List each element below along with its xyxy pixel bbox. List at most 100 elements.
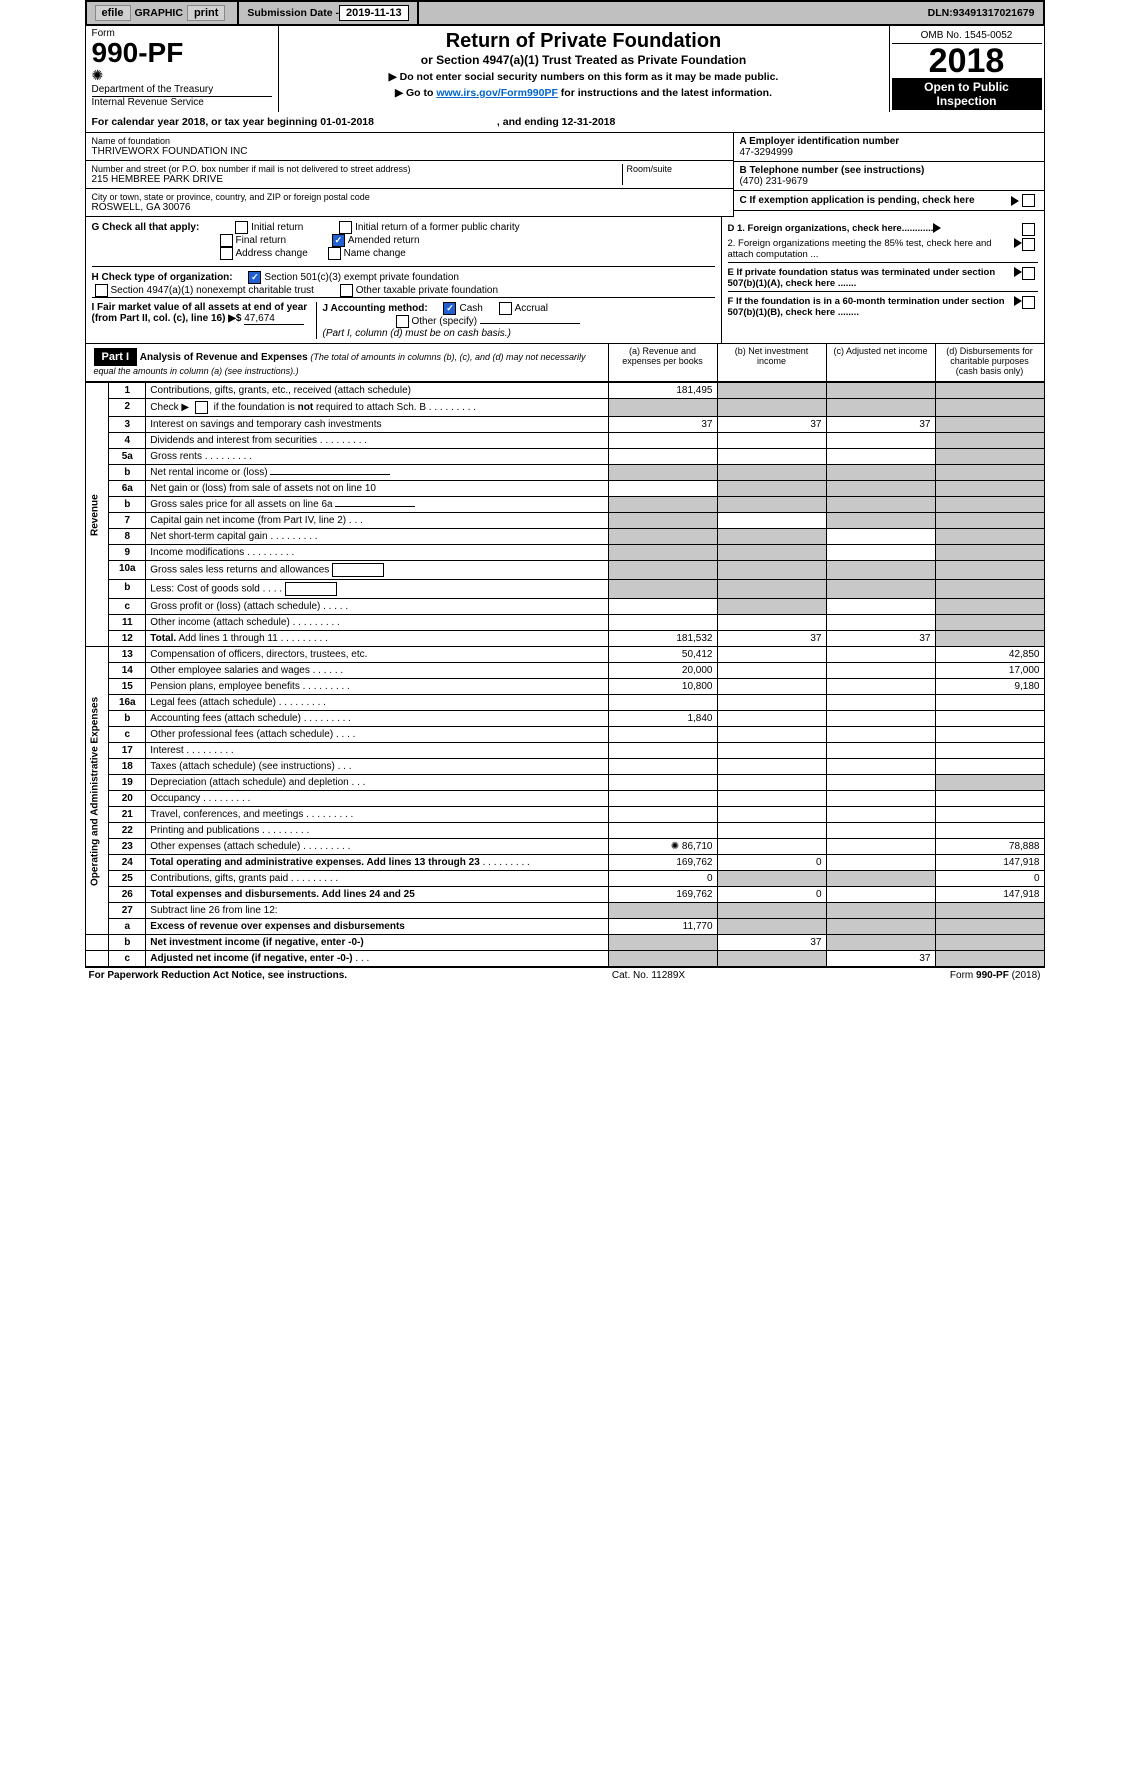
info-grid: Name of foundation THRIVEWORX FOUNDATION…	[85, 133, 1045, 217]
table-row: 11Other income (attach schedule) . . . .…	[85, 615, 1044, 631]
d2-checkbox[interactable]	[1022, 238, 1035, 251]
col-b-head: (b) Net investment income	[717, 344, 826, 381]
city-cell: City or town, state or province, country…	[86, 189, 733, 217]
table-row: 20Occupancy . . . . . . . . .	[85, 791, 1044, 807]
col-d-head: (d) Disbursements for charitable purpose…	[935, 344, 1044, 381]
table-row: 24Total operating and administrative exp…	[85, 855, 1044, 871]
year-begin: 01-01-2018	[320, 116, 374, 128]
schb-checkbox[interactable]	[195, 401, 208, 414]
submission-date: 2019-11-13	[339, 5, 409, 21]
arrow-icon	[1014, 296, 1022, 306]
table-row: 5aGross rents . . . . . . . . .	[85, 449, 1044, 465]
table-row: 14Other employee salaries and wages . . …	[85, 663, 1044, 679]
phone-cell: B Telephone number (see instructions) (4…	[734, 162, 1044, 191]
table-row: 15Pension plans, employee benefits . . .…	[85, 679, 1044, 695]
address-cell: Number and street (or P.O. box number if…	[86, 161, 733, 189]
table-row: 25Contributions, gifts, grants paid . . …	[85, 871, 1044, 887]
form-header: Form 990-PF ✺ Department of the Treasury…	[85, 26, 1045, 112]
final-return-checkbox[interactable]	[220, 234, 233, 247]
part1-heading: Analysis of Revenue and Expenses	[140, 352, 308, 363]
name-change-checkbox[interactable]	[328, 247, 341, 260]
arrow-icon	[1014, 267, 1022, 277]
table-row: bLess: Cost of goods sold . . . .	[85, 580, 1044, 599]
dln-cell: DLN: 93491317021679	[920, 2, 1043, 24]
part1-label: Part I	[94, 348, 138, 366]
table-row: 10aGross sales less returns and allowanc…	[85, 561, 1044, 580]
sec4947-checkbox[interactable]	[95, 284, 108, 297]
irs-label: Internal Revenue Service	[92, 96, 272, 108]
top-bar: efile GRAPHIC print Submission Date - 20…	[85, 0, 1045, 26]
table-row: bNet rental income or (loss)	[85, 465, 1044, 481]
fmv-value: 47,674	[244, 313, 304, 325]
submission-cell: Submission Date - 2019-11-13	[239, 2, 418, 24]
street-address: 215 HEMBREE PARK DRIVE	[92, 174, 622, 185]
table-row: bAccounting fees (attach schedule) . . .…	[85, 711, 1044, 727]
table-row: bNet investment income (if negative, ent…	[85, 935, 1044, 951]
cash-checkbox[interactable]	[443, 302, 456, 315]
table-row: 18Taxes (attach schedule) (see instructi…	[85, 759, 1044, 775]
table-row: cAdjusted net income (if negative, enter…	[85, 951, 1044, 967]
table-row: 21Travel, conferences, and meetings . . …	[85, 807, 1044, 823]
initial-former-checkbox[interactable]	[339, 221, 352, 234]
exemption-checkbox[interactable]	[1022, 194, 1035, 207]
tax-year: 2018	[892, 44, 1042, 78]
table-row: 8Net short-term capital gain . . . . . .…	[85, 529, 1044, 545]
address-change-checkbox[interactable]	[220, 247, 233, 260]
table-row: 3Interest on savings and temporary cash …	[85, 417, 1044, 433]
other-taxable-checkbox[interactable]	[340, 284, 353, 297]
table-row: aExcess of revenue over expenses and dis…	[85, 919, 1044, 935]
col-c-head: (c) Adjusted net income	[826, 344, 935, 381]
f-checkbox[interactable]	[1022, 296, 1035, 309]
efile-button[interactable]: efile	[95, 5, 131, 21]
other-method-checkbox[interactable]	[396, 315, 409, 328]
footer-center: Cat. No. 11289X	[612, 970, 685, 981]
amended-return-checkbox[interactable]	[332, 234, 345, 247]
table-row: 6aNet gain or (loss) from sale of assets…	[85, 481, 1044, 497]
table-row: 2Check ▶ if the foundation is not requir…	[85, 399, 1044, 417]
dept-label: Department of the Treasury	[92, 84, 272, 95]
table-row: Revenue 1Contributions, gifts, grants, e…	[85, 383, 1044, 399]
arrow-icon	[933, 223, 941, 233]
table-row: 27Subtract line 26 from line 12:	[85, 903, 1044, 919]
e-row: E If private foundation status was termi…	[728, 262, 1038, 289]
footer-right: Form 990-PF (2018)	[950, 970, 1041, 981]
note-1: ▶ Do not enter social security numbers o…	[285, 71, 883, 83]
arrow-icon	[1014, 238, 1022, 248]
f-row: F If the foundation is in a 60-month ter…	[728, 291, 1038, 318]
header-center: Return of Private Foundation or Section …	[279, 26, 889, 112]
attachment-icon[interactable]: ✺	[671, 841, 679, 852]
e-checkbox[interactable]	[1022, 267, 1035, 280]
page-footer: For Paperwork Reduction Act Notice, see …	[85, 967, 1045, 983]
accrual-checkbox[interactable]	[499, 302, 512, 315]
expenses-label: Operating and Administrative Expenses	[85, 647, 109, 935]
table-row: 7Capital gain net income (from Part IV, …	[85, 513, 1044, 529]
h-section: H Check type of organization: Section 50…	[92, 266, 715, 297]
j-note: (Part I, column (d) must be on cash basi…	[323, 328, 511, 339]
submission-label: Submission Date -	[247, 7, 339, 19]
d1-row: D 1. Foreign organizations, check here..…	[728, 223, 1038, 236]
table-row: cGross profit or (loss) (attach schedule…	[85, 599, 1044, 615]
table-row: cOther professional fees (attach schedul…	[85, 727, 1044, 743]
dln-value: 93491317021679	[953, 7, 1035, 19]
sec501-checkbox[interactable]	[248, 271, 261, 284]
room-label: Room/suite	[627, 164, 727, 174]
table-row: Operating and Administrative Expenses 13…	[85, 647, 1044, 663]
form-number: 990-PF	[92, 39, 272, 67]
table-row: 17Interest . . . . . . . . .	[85, 743, 1044, 759]
initial-return-checkbox[interactable]	[235, 221, 248, 234]
graphic-label: GRAPHIC	[135, 7, 183, 19]
table-row: 22Printing and publications . . . . . . …	[85, 823, 1044, 839]
table-row: 9Income modifications . . . . . . . . .	[85, 545, 1044, 561]
year-end: 12-31-2018	[562, 116, 616, 128]
d1-checkbox[interactable]	[1022, 223, 1035, 236]
g-section: G Check all that apply: Initial return I…	[92, 221, 715, 260]
footer-left: For Paperwork Reduction Act Notice, see …	[89, 970, 348, 981]
instructions-link[interactable]: www.irs.gov/Form990PF	[436, 87, 558, 99]
table-row: 4Dividends and interest from securities …	[85, 433, 1044, 449]
table-row: 19Depreciation (attach schedule) and dep…	[85, 775, 1044, 791]
i-j-section: I Fair market value of all assets at end…	[92, 297, 715, 339]
foundation-name-cell: Name of foundation THRIVEWORX FOUNDATION…	[86, 133, 733, 161]
note-2: ▶ Go to www.irs.gov/Form990PF for instru…	[285, 87, 883, 99]
city-state-zip: ROSWELL, GA 30076	[92, 202, 727, 213]
print-button[interactable]: print	[187, 5, 225, 21]
